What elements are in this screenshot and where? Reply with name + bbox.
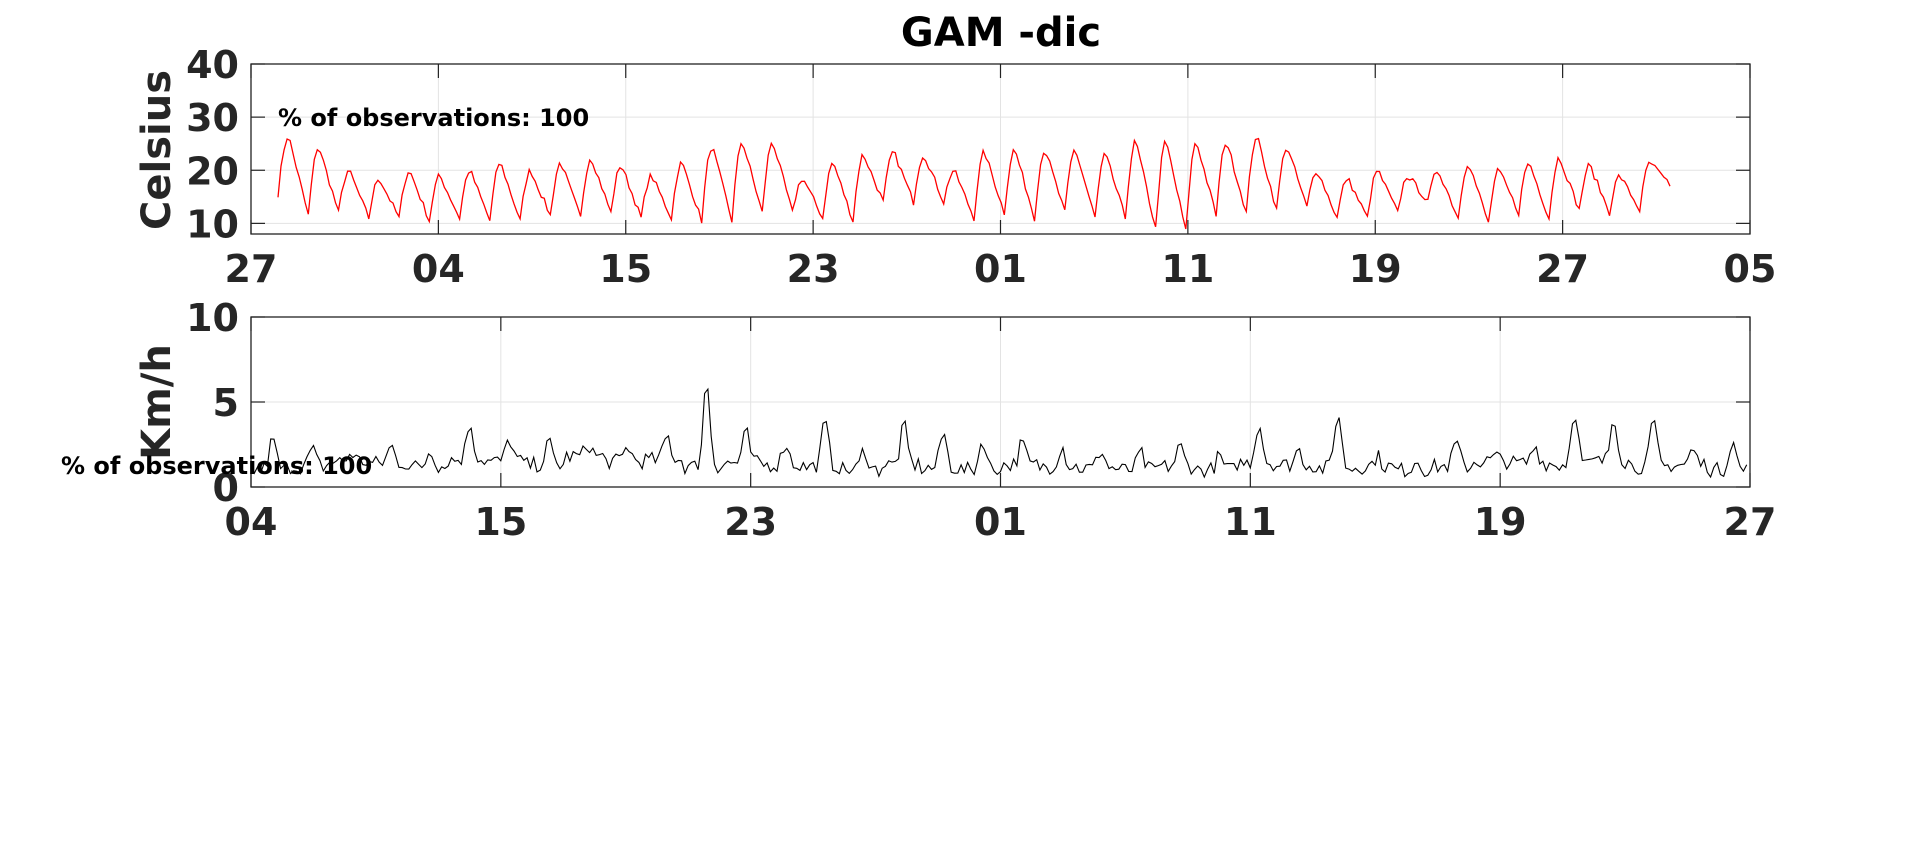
temperature-y-axis-label: Celsius bbox=[134, 70, 180, 230]
wind-x-tick-label: 01 bbox=[974, 500, 1027, 544]
wind-observations-annotation: % of observations: 100 bbox=[61, 452, 372, 480]
wind-y-tick-label: 10 bbox=[186, 296, 239, 340]
temperature-y-tick-label: 10 bbox=[186, 202, 239, 246]
temperature-grid bbox=[251, 63, 1750, 234]
wind-x-tick-label: 11 bbox=[1224, 500, 1277, 544]
wind-y-tick-label: 5 bbox=[213, 381, 239, 425]
wind-x-ticks: 04 15 23 01 11 19 27 bbox=[225, 317, 1777, 544]
temperature-x-tick-label: 27 bbox=[225, 247, 278, 291]
temperature-series-line bbox=[277, 137, 1671, 230]
temperature-observations-annotation: % of observations: 100 bbox=[278, 104, 589, 132]
temperature-x-ticks: 27 04 15 23 01 11 19 27 05 bbox=[225, 64, 1777, 291]
temperature-y-tick-label: 20 bbox=[186, 149, 239, 193]
temperature-y-ticks: 10 20 30 40 bbox=[186, 43, 1750, 246]
wind-x-tick-label: 15 bbox=[474, 500, 527, 544]
temperature-x-tick-label: 15 bbox=[599, 247, 652, 291]
wind-plot-frame bbox=[250, 316, 1751, 488]
temperature-x-tick-label: 19 bbox=[1349, 247, 1402, 291]
temperature-plot-frame bbox=[250, 63, 1751, 235]
temperature-y-tick-label: 30 bbox=[186, 96, 239, 140]
temperature-x-tick-label: 05 bbox=[1724, 247, 1777, 291]
wind-x-tick-label: 19 bbox=[1474, 500, 1527, 544]
wind-series-line bbox=[250, 387, 1748, 479]
wind-y-axis-label: Km/h bbox=[134, 344, 180, 460]
wind-chart: 0 5 10 04 15 23 01 11 19 27 Km/h % of observatio… bbox=[61, 296, 1776, 544]
temperature-y-tick-label: 40 bbox=[186, 43, 239, 87]
wind-x-tick-label: 04 bbox=[225, 500, 278, 544]
figure-title: GAM -dic bbox=[901, 10, 1101, 56]
temperature-x-tick-label: 11 bbox=[1161, 247, 1214, 291]
wind-x-tick-label: 27 bbox=[1724, 500, 1777, 544]
temperature-x-tick-label: 04 bbox=[412, 247, 465, 291]
temperature-x-tick-label: 23 bbox=[787, 247, 840, 291]
temperature-x-tick-label: 27 bbox=[1536, 247, 1589, 291]
temperature-x-tick-label: 01 bbox=[974, 247, 1027, 291]
wind-y-tick-label: 0 bbox=[213, 466, 239, 510]
wind-y-ticks: 0 5 10 bbox=[186, 296, 1750, 510]
temperature-chart: 10 20 30 40 27 04 15 23 01 11 19 27 05 Celsius % of… bbox=[134, 43, 1776, 291]
wind-x-tick-label: 23 bbox=[724, 500, 777, 544]
